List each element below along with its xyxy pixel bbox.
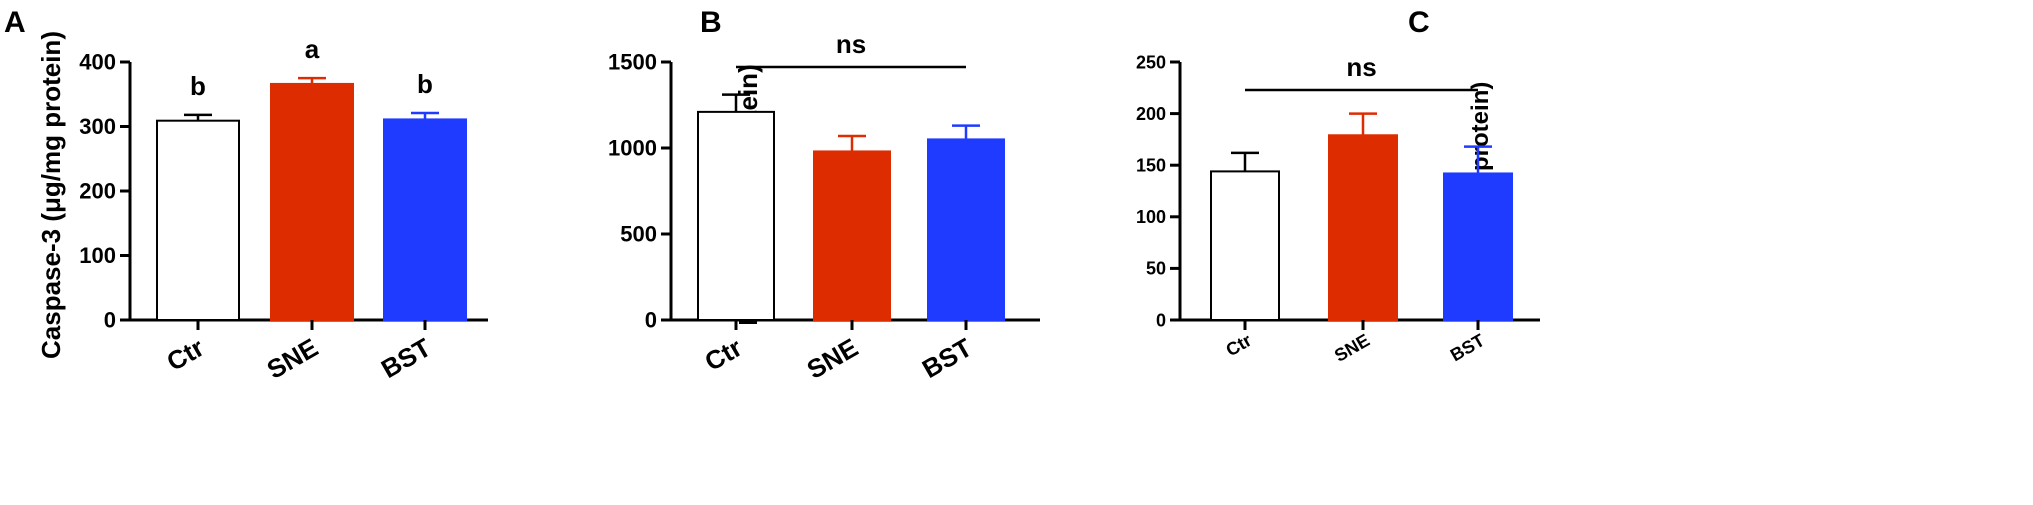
x-category-label: SNE	[262, 332, 323, 385]
y-tick-label: 0	[1156, 310, 1166, 330]
significance-letter: b	[190, 71, 206, 101]
x-category-label: BST	[1447, 330, 1488, 365]
ns-label: ns	[836, 29, 866, 59]
y-tick-label: 150	[1136, 156, 1166, 176]
y-tick-label: 0	[645, 308, 657, 333]
y-tick-label: 200	[79, 179, 116, 204]
y-tick-label: 1000	[608, 136, 657, 161]
x-category-label: BST	[376, 332, 436, 384]
bar-ctr	[1210, 170, 1280, 321]
y-tick-label: 250	[1136, 52, 1166, 72]
x-category-label: BST	[917, 332, 977, 384]
bar-sne	[270, 82, 354, 322]
panel-a-letter: A	[4, 6, 26, 39]
x-category-label: SNE	[1331, 330, 1373, 366]
panel-a-ylabel: Caspase-3 (μg/mg protein)	[36, 31, 66, 359]
x-category-label: Ctr	[1222, 330, 1255, 360]
bar-sne	[813, 150, 891, 321]
panel-c: C Bax (μg/mg protein) 050100150200250Ctr…	[1136, 6, 1540, 366]
x-category-label: SNE	[802, 332, 863, 385]
panel-b: B Bcl-2 (μg/mg protein) 050010001500CtrS…	[608, 6, 1040, 385]
bar-sne	[1328, 134, 1398, 321]
panel-a: A Caspase-3 (μg/mg protein) 0 100 200 300 40…	[4, 6, 488, 385]
y-tick-label: 300	[79, 114, 116, 139]
x-category-label: Ctr	[699, 332, 747, 377]
y-tick-label: 1500	[608, 50, 657, 75]
y-tick-label: 100	[1136, 207, 1166, 227]
significance-letter: a	[305, 34, 320, 64]
y-tick-label: 0	[104, 308, 116, 333]
bar-bst	[383, 118, 467, 321]
panel-c-plot: 0 50 100 150 200 250 Ctr SNE BST ns	[1136, 52, 1540, 366]
bar-ctr	[697, 110, 775, 321]
bar-bst	[927, 138, 1005, 321]
significance-letter: b	[417, 69, 433, 99]
bar-ctr	[156, 119, 240, 321]
ns-label: ns	[1346, 52, 1376, 82]
y-tick-label: 50	[1146, 259, 1166, 279]
y-tick-label: 500	[620, 222, 657, 247]
y-tick-label: 200	[1136, 104, 1166, 124]
y-tick-label: 100	[79, 243, 116, 268]
y-tick-label: 400	[79, 50, 116, 75]
x-category-label: Ctr	[161, 332, 209, 377]
panel-b-plot: 0 500 1000 1500 Ctr SNE BST ns	[608, 29, 1040, 385]
bar-bst	[1443, 172, 1513, 321]
panel-b-letter: B	[700, 6, 722, 39]
panel-a-plot: 0 100 200 300 400 Ctr b SNE a BST b	[79, 34, 488, 385]
panel-c-letter: C	[1408, 6, 1430, 39]
